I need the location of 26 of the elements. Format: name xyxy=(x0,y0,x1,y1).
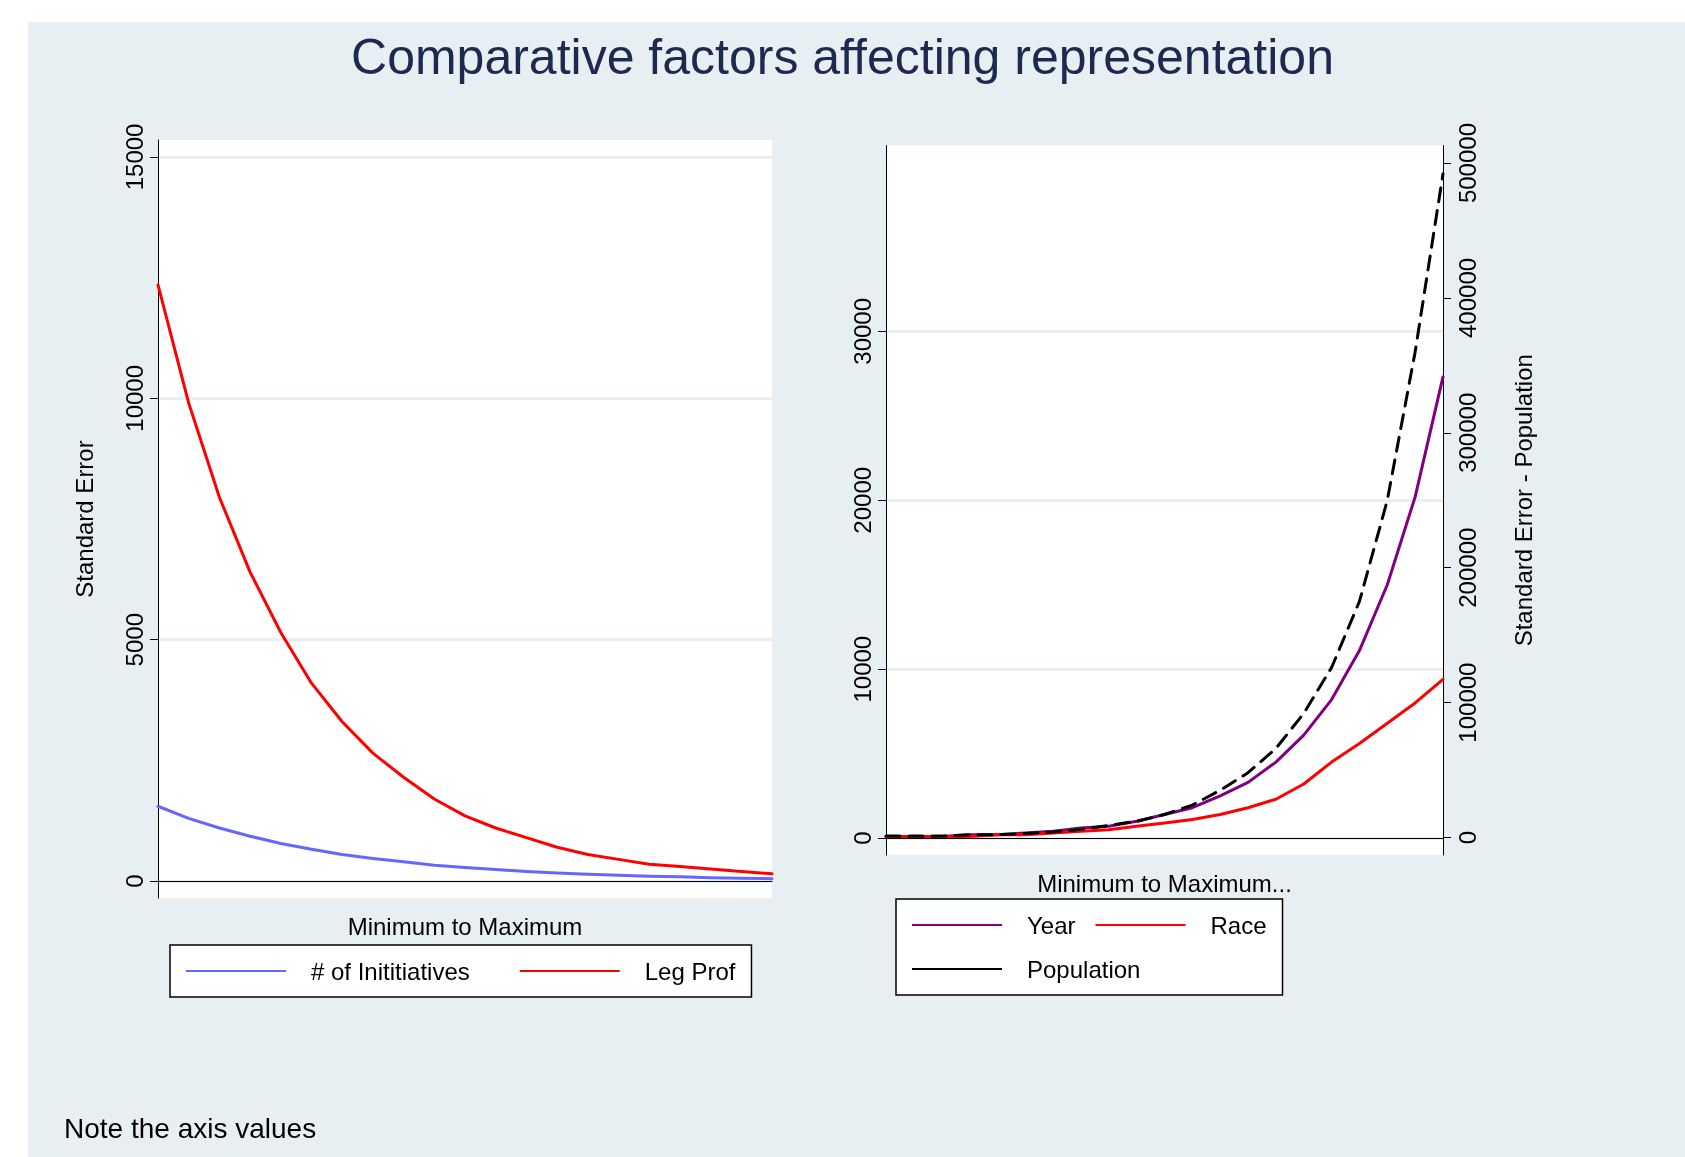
legend-label: Population xyxy=(1027,955,1141,983)
text: Note the axis values xyxy=(64,1113,317,1145)
y2-tick-label: 100000 xyxy=(1453,662,1481,743)
y-tick-label: 0 xyxy=(120,874,148,888)
chart-title: Comparative factors affecting representation xyxy=(350,28,1335,86)
y-tick-label: 20000 xyxy=(848,466,876,534)
y2-tick-label: 0 xyxy=(1453,830,1481,845)
x-axis-title: Minimum to Maximum... xyxy=(1037,869,1292,897)
y-axis-title: Standard Error xyxy=(70,440,98,598)
legend-label: # of Inititiatives xyxy=(311,957,470,985)
y-tick-label: 5000 xyxy=(120,613,148,667)
y2-axis-title: Standard Error - Population xyxy=(1509,354,1537,647)
y-tick-label: 15000 xyxy=(120,123,148,191)
y-tick-label: 10000 xyxy=(120,364,148,432)
y-tick-label: 10000 xyxy=(848,635,876,703)
y-tick-label: 30000 xyxy=(848,297,876,365)
y-tick-label: 0 xyxy=(848,831,876,845)
x-axis-title: Minimum to Maximum xyxy=(347,912,583,940)
legend-label: Race xyxy=(1210,911,1267,939)
legend-label: Leg Prof xyxy=(644,957,736,985)
y2-tick-label: 400000 xyxy=(1453,257,1481,338)
line-series xyxy=(156,283,774,876)
y2-tick-label: 500000 xyxy=(1453,123,1481,204)
y2-tick-label: 300000 xyxy=(1453,392,1481,473)
legend-label: Year xyxy=(1027,911,1076,939)
y2-tick-label: 200000 xyxy=(1453,527,1481,608)
